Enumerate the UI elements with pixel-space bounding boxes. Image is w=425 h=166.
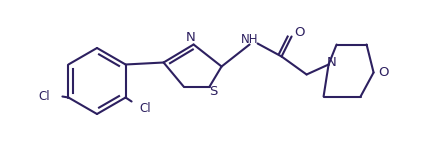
Text: NH: NH — [241, 33, 258, 46]
Text: O: O — [378, 66, 389, 79]
Text: Cl: Cl — [139, 102, 151, 115]
Text: S: S — [210, 85, 218, 98]
Text: Cl: Cl — [39, 90, 51, 103]
Text: O: O — [295, 26, 305, 39]
Text: N: N — [327, 56, 337, 69]
Text: N: N — [186, 31, 196, 44]
